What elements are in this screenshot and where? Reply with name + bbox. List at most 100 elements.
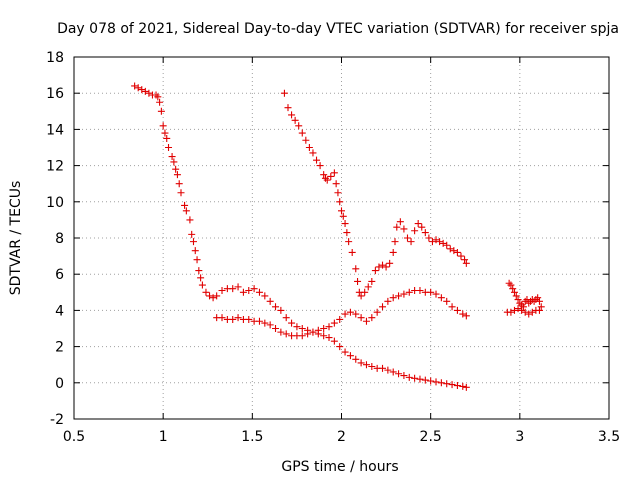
data-point bbox=[206, 292, 214, 300]
data-point bbox=[368, 277, 376, 285]
data-point bbox=[448, 303, 456, 311]
data-point bbox=[509, 285, 517, 293]
data-point bbox=[277, 306, 285, 314]
data-point bbox=[400, 290, 408, 298]
data-point bbox=[528, 308, 536, 316]
data-point bbox=[141, 87, 149, 95]
y-tick-label: 8 bbox=[55, 231, 64, 247]
data-point bbox=[532, 296, 540, 304]
data-point bbox=[154, 93, 162, 101]
data-point bbox=[414, 220, 422, 228]
data-point bbox=[379, 364, 387, 372]
data-point bbox=[418, 223, 426, 231]
y-tick-label: 14 bbox=[46, 122, 64, 138]
data-point bbox=[234, 314, 242, 322]
data-point bbox=[407, 238, 415, 246]
data-point bbox=[250, 285, 258, 293]
data-point bbox=[427, 377, 435, 385]
data-point bbox=[364, 283, 372, 291]
data-point bbox=[156, 98, 164, 106]
data-point bbox=[352, 310, 360, 318]
data-point bbox=[234, 283, 242, 291]
data-point bbox=[389, 248, 397, 256]
y-tick-label: -2 bbox=[50, 412, 64, 428]
data-point bbox=[343, 229, 351, 237]
data-point bbox=[313, 156, 321, 164]
data-point bbox=[330, 319, 338, 327]
data-point bbox=[213, 292, 221, 300]
data-point bbox=[461, 256, 469, 264]
data-point bbox=[320, 325, 328, 332]
data-point bbox=[512, 292, 520, 300]
data-point bbox=[261, 292, 269, 300]
data-point bbox=[389, 368, 397, 376]
data-point bbox=[525, 299, 533, 307]
data-point bbox=[535, 306, 543, 314]
y-tick-label: 2 bbox=[55, 340, 64, 356]
data-point bbox=[518, 306, 526, 314]
data-point bbox=[525, 310, 533, 318]
data-point bbox=[266, 321, 274, 329]
y-tick-label: 4 bbox=[55, 303, 64, 319]
data-point bbox=[159, 122, 167, 130]
y-tick-label: 16 bbox=[46, 86, 64, 102]
data-point bbox=[282, 314, 290, 322]
data-point bbox=[446, 245, 454, 253]
data-point bbox=[362, 317, 370, 325]
data-point bbox=[416, 286, 424, 294]
data-point bbox=[332, 180, 340, 188]
data-point bbox=[325, 323, 333, 331]
data-point bbox=[368, 363, 376, 371]
data-point bbox=[453, 306, 461, 314]
data-point bbox=[195, 267, 203, 275]
data-point bbox=[341, 220, 349, 228]
data-point bbox=[309, 328, 317, 336]
data-point bbox=[161, 129, 169, 137]
data-point bbox=[255, 288, 263, 296]
data-point bbox=[288, 319, 296, 327]
chart-title: Day 078 of 2021, Sidereal Day-to-day VTE… bbox=[57, 21, 619, 37]
data-point bbox=[186, 216, 194, 224]
data-point bbox=[321, 174, 329, 182]
data-point bbox=[341, 310, 349, 318]
data-point bbox=[510, 306, 518, 314]
data-point bbox=[384, 366, 392, 374]
data-point bbox=[507, 281, 515, 289]
data-point bbox=[514, 296, 522, 304]
data-point bbox=[516, 299, 524, 307]
data-point bbox=[514, 305, 522, 313]
data-point bbox=[330, 169, 338, 177]
data-points bbox=[131, 82, 545, 391]
data-point bbox=[323, 176, 331, 184]
data-point bbox=[320, 332, 328, 340]
data-point bbox=[384, 297, 392, 305]
data-point bbox=[346, 352, 354, 360]
data-point bbox=[339, 212, 347, 220]
data-point bbox=[400, 225, 408, 233]
data-point bbox=[357, 359, 365, 367]
data-point bbox=[165, 144, 173, 151]
data-point bbox=[411, 374, 419, 382]
data-point bbox=[202, 288, 210, 296]
data-point bbox=[336, 198, 344, 206]
data-point bbox=[346, 308, 354, 316]
data-point bbox=[393, 223, 401, 231]
data-point bbox=[345, 238, 353, 246]
data-point bbox=[134, 84, 142, 92]
data-point bbox=[448, 381, 456, 389]
data-point bbox=[170, 158, 178, 166]
data-point bbox=[304, 330, 312, 338]
data-point bbox=[152, 91, 160, 99]
data-point bbox=[389, 294, 397, 302]
data-point bbox=[181, 201, 189, 209]
data-point bbox=[354, 277, 362, 285]
data-point bbox=[450, 247, 458, 255]
data-point bbox=[443, 380, 451, 388]
data-point bbox=[348, 248, 356, 256]
data-point bbox=[534, 294, 542, 302]
data-point bbox=[334, 189, 342, 197]
y-tick-label: 10 bbox=[46, 195, 64, 211]
data-point bbox=[131, 82, 139, 90]
data-point bbox=[172, 165, 180, 173]
data-point bbox=[209, 294, 217, 302]
